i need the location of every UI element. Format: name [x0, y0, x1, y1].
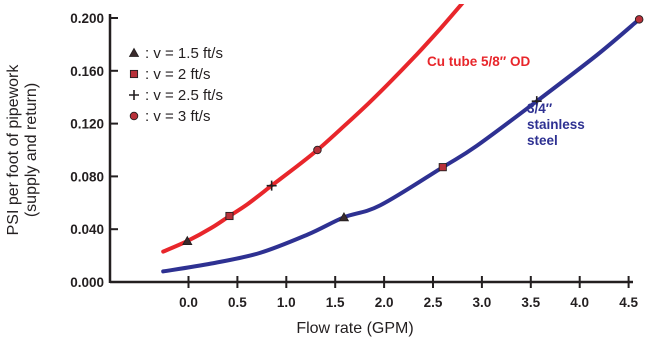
y-tick-label: 0.200 — [70, 11, 104, 26]
x-tick-label: 3.5 — [521, 295, 540, 310]
axes — [108, 14, 633, 284]
y-axis-title: PSI per foot of pipework (supply and ret… — [5, 64, 40, 236]
x-tick-label: 3.0 — [473, 295, 492, 310]
stainless-steel-curve — [161, 17, 642, 274]
series-label-stainless-line-1: 3/4″ — [527, 101, 553, 116]
circle-marker — [313, 145, 322, 155]
x-tick-label: 4.0 — [570, 295, 589, 310]
plus-marker — [266, 180, 277, 191]
y-axis-title-line-1: PSI per foot of pipework — [5, 64, 22, 236]
legend-entry-label: : v = 2 ft/s — [145, 66, 210, 83]
x-axis-title: Flow rate (GPM) — [296, 320, 413, 337]
square-marker — [438, 163, 447, 172]
x-tick-label: 1.5 — [326, 295, 345, 310]
series-label-cu-tube: Cu tube 5/8″ OD — [427, 54, 530, 69]
legend-entry-label: : v = 1.5 ft/s — [145, 45, 223, 62]
series-label-stainless-line-2: stainless — [527, 117, 585, 132]
y-axis-title-line-2: (supply and return) — [23, 83, 40, 217]
series-label-stainless-steel: 3/4″ stainless steel — [527, 101, 585, 148]
legend: : v = 1.5 ft/s : v = 2 ft/s : v = 2.5 ft/s… — [128, 45, 223, 125]
legend-circle-icon — [129, 111, 139, 121]
triangle-marker — [182, 235, 193, 245]
y-tick-label: 0.120 — [70, 117, 104, 132]
y-ticks: 0.000 0.040 0.080 0.120 0.160 0.200 — [70, 11, 118, 290]
y-tick-label: 0.000 — [70, 275, 104, 290]
x-tick-label: 1.0 — [277, 295, 296, 310]
triangle-marker — [338, 212, 350, 222]
legend-plus-icon — [129, 90, 139, 100]
square-marker — [225, 211, 234, 221]
legend-triangle-icon — [128, 47, 140, 57]
markers — [182, 15, 644, 245]
y-tick-label: 0.160 — [70, 64, 104, 79]
legend-entry-label: : v = 3 ft/s — [145, 108, 210, 125]
x-ticks: 0.0 0.5 1.0 1.5 2.0 2.5 3.0 3.5 4.0 4.5 — [179, 276, 638, 310]
y-tick-label: 0.040 — [70, 222, 104, 237]
x-tick-label: 2.0 — [375, 295, 394, 310]
plus-marker — [531, 96, 542, 107]
x-tick-label: 4.5 — [619, 295, 638, 310]
circle-marker — [634, 15, 644, 24]
legend-square-icon — [129, 69, 139, 79]
curves — [161, 4, 642, 274]
y-tick-label: 0.080 — [70, 169, 104, 184]
x-tick-label: 2.5 — [424, 295, 443, 310]
series-label-stainless-line-3: steel — [527, 133, 558, 148]
x-tick-label: 0.5 — [228, 295, 247, 310]
legend-entry-label: : v = 2.5 ft/s — [145, 87, 223, 104]
x-tick-label: 0.0 — [179, 295, 198, 310]
cu-tube-curve — [161, 4, 465, 254]
